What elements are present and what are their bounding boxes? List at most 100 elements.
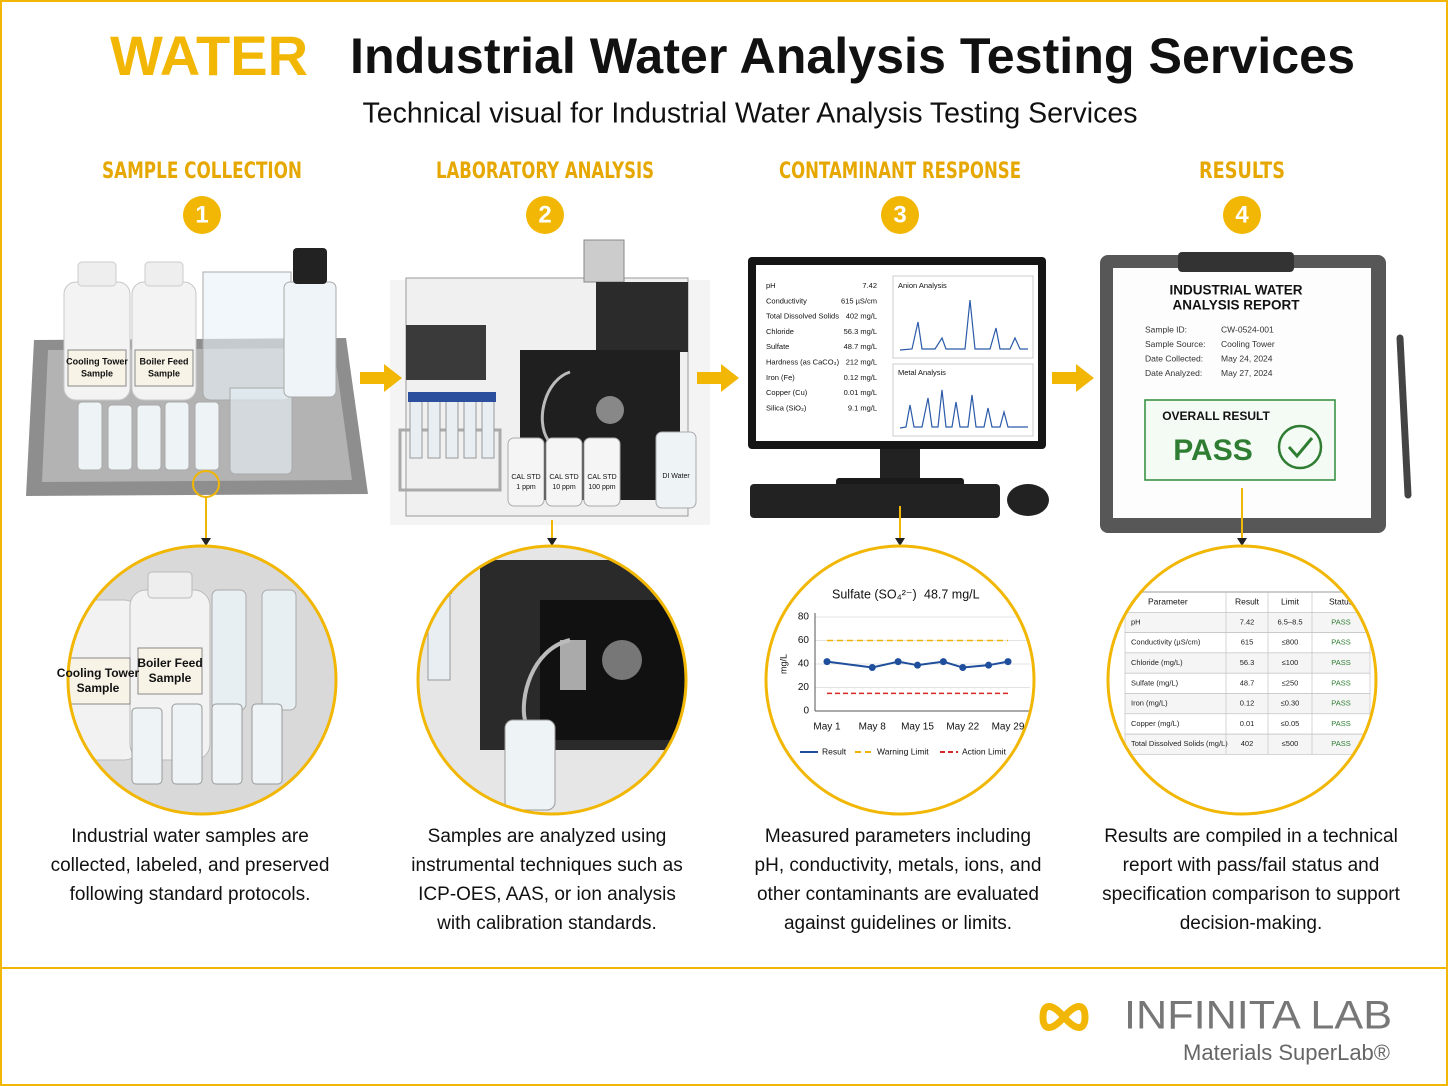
data-point	[823, 658, 831, 666]
zoom-circle-borders-part	[1106, 544, 1378, 816]
zoom-sample-bottles-part	[137, 647, 203, 695]
zoom-sample-bottles-part	[261, 589, 297, 711]
step-description: collected, labeled, and preserved	[51, 855, 330, 876]
table-cell: pH	[1131, 617, 1141, 626]
header-tag: WATER	[110, 24, 308, 87]
standard-label: 100 ppm	[588, 484, 615, 491]
table-header: Status	[1329, 596, 1353, 606]
logo-mark	[1039, 1003, 1089, 1031]
reading-value: 56.3 mg/L	[844, 327, 877, 336]
zoom-sample-bottles-part	[251, 703, 283, 785]
report-field-value: Cooling Tower	[1221, 339, 1275, 349]
sample-tray-illustration-part	[164, 401, 190, 471]
flow-connectors-part	[697, 364, 739, 392]
spectrometer-illustration-part	[596, 396, 624, 424]
logo-tagline: Materials SuperLab®	[1183, 1040, 1390, 1065]
zoom-instrument-part	[560, 640, 586, 690]
table-cell: PASS	[1331, 719, 1350, 728]
y-tick-label: 0	[803, 706, 809, 717]
x-tick-label: May 29	[992, 722, 1025, 733]
reading-name: Hardness (as CaCO₃)	[766, 357, 840, 366]
computer-illustration-part	[899, 389, 1028, 429]
reading-value: 615 µS/cm	[841, 296, 877, 305]
x-tick-label: May 8	[859, 722, 887, 733]
table-cell: 615	[1241, 638, 1254, 647]
legend-label: Result	[822, 746, 847, 756]
table-cell: 56.3	[1240, 658, 1255, 667]
report-field-label: Date Analyzed:	[1145, 368, 1202, 378]
computer-illustration-part	[1007, 484, 1049, 516]
reading-value: 0.12 mg/L	[844, 373, 877, 382]
logo-mark-part	[1039, 1003, 1089, 1031]
flow-connectors-part	[201, 538, 211, 546]
bottle-label-zoom: Sample	[77, 681, 120, 695]
zoom-trend-chart: Sulfate (SO₄²⁻) 48.7 mg/L mg/L 0 20 40 60 80 May…	[767, 547, 1033, 813]
step-title: LABORATORY ANALYSIS	[436, 159, 654, 184]
reading-name: Conductivity	[766, 296, 807, 305]
step-description: instrumental techniques such as	[411, 855, 682, 876]
report-field-label: Sample Source:	[1145, 339, 1205, 349]
step-description: with calibration standards.	[436, 913, 657, 934]
step-description: Measured parameters including	[765, 826, 1031, 847]
computer-illustration-part	[899, 299, 1028, 351]
zoom-trend-chart-part	[767, 547, 1033, 813]
standard-label: CAL STD	[549, 474, 578, 481]
step-description: pH, conductivity, metals, ions, and	[755, 855, 1042, 876]
zoom-circle-borders-part	[66, 544, 338, 816]
sample-tray-illustration-part	[134, 349, 194, 387]
zoom-results-table: Parameter Result Limit Status pH 7.42 6.5–8.5 P…	[1109, 547, 1375, 813]
zoom-sample-bottles-part	[147, 571, 193, 599]
table-cell: ≤500	[1282, 739, 1299, 748]
zoom-sample-bottles-part	[171, 703, 203, 785]
reading-value: 0.01 mg/L	[844, 388, 877, 397]
zoom-instrument-part	[504, 719, 556, 811]
report-title: ANALYSIS REPORT	[1172, 298, 1300, 313]
bottle-label: Sample	[148, 368, 180, 378]
reading-value: 402 mg/L	[846, 312, 877, 321]
spectrometer-illustration-part	[409, 395, 423, 459]
spectrometer-illustration-part	[545, 437, 583, 507]
legend-label: Warning Limit	[877, 746, 929, 756]
table-cell: Conductivity (µS/cm)	[1131, 638, 1201, 647]
spectrometer-illustration-part	[445, 395, 459, 459]
step-title: SAMPLE COLLECTION	[102, 159, 302, 184]
reading-name: Copper (Cu)	[766, 388, 808, 397]
sample-tray-illustration-part	[283, 281, 337, 398]
chart-title: Sulfate (SO₄²⁻)	[832, 587, 917, 601]
spectrometer-illustration-part	[583, 437, 621, 507]
chart-subtitle: 48.7 mg/L	[924, 587, 980, 601]
table-cell: ≤0.30	[1281, 699, 1300, 708]
clipboard-illustration-part	[1277, 424, 1323, 470]
sample-tray-illustration-part	[229, 387, 293, 475]
table-cell: Sulfate (mg/L)	[1131, 678, 1179, 687]
flow-connectors	[201, 364, 1247, 546]
flow-connectors-part	[360, 364, 402, 392]
table-cell: PASS	[1331, 658, 1350, 667]
table-cell: ≤100	[1282, 658, 1299, 667]
sample-tray-illustration-part	[77, 401, 103, 471]
computer-illustration-part	[750, 484, 1000, 518]
step-badge	[183, 196, 221, 234]
spectrometer-illustration-part	[408, 392, 496, 402]
table-cell: 0.01	[1240, 719, 1255, 728]
zoom-circle-borders-part	[416, 544, 688, 816]
table-header: Result	[1235, 596, 1260, 606]
y-tick-label: 60	[798, 635, 810, 646]
zoom-circle-borders	[66, 544, 1378, 816]
bottle-label: Boiler Feed	[139, 356, 188, 366]
step-description: Industrial water samples are	[71, 826, 309, 847]
spectrometer-illustration-part	[540, 370, 571, 441]
step-badge	[1223, 196, 1261, 234]
step-badge	[881, 196, 919, 234]
spectrometer-illustration-part	[507, 437, 545, 507]
reading-name: Total Dissolved Solids	[766, 312, 839, 321]
x-tick-label: May 15	[901, 722, 934, 733]
logo-name: INFINITA LAB	[1124, 994, 1392, 1038]
clipboard-illustration-part	[1178, 252, 1294, 272]
x-tick-label: May 1	[813, 722, 841, 733]
data-point	[985, 661, 993, 669]
data-point	[868, 664, 876, 672]
spectrometer-illustration-part	[655, 431, 697, 509]
step-description: decision-making.	[1180, 913, 1323, 934]
